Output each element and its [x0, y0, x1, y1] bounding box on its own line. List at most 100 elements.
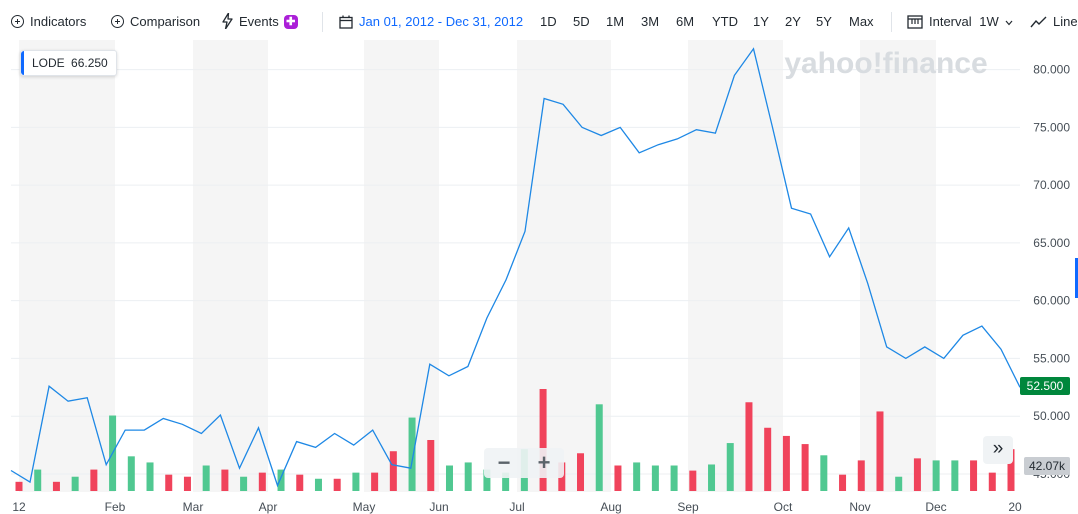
- period-ytd[interactable]: YTD: [712, 14, 738, 29]
- month-band: [688, 40, 783, 492]
- period-3m[interactable]: 3M: [641, 14, 660, 29]
- volume-bar: [333, 478, 341, 491]
- volume-bar: [988, 472, 996, 491]
- volume-bar: [221, 469, 229, 491]
- volume-bar: [670, 465, 678, 491]
- period-1d[interactable]: 1D: [540, 14, 557, 29]
- x-tick-label: May: [353, 500, 376, 514]
- x-axis: 12 Feb Mar Apr May Jun Jul Aug Sep Oct Nov Dec 20: [12, 500, 1022, 514]
- volume-bar: [258, 472, 266, 491]
- interval-label: Interval: [929, 14, 972, 29]
- date-range-label: Jan 01, 2012 - Dec 31, 2012: [359, 14, 524, 29]
- y-tick-label: 55.000: [1033, 351, 1070, 365]
- volume-bar: [146, 462, 154, 491]
- x-tick-label: Jun: [429, 500, 448, 514]
- volume-bar: [34, 469, 42, 491]
- x-tick-label: Feb: [105, 500, 126, 514]
- volume-bar: [782, 435, 790, 491]
- volume-bar: [970, 460, 978, 491]
- period-1m[interactable]: 1M: [606, 14, 625, 29]
- scroll-handle[interactable]: [1075, 258, 1078, 298]
- volume-bar: [371, 472, 379, 491]
- volume-bar: [408, 417, 416, 491]
- indicators-label: Indicators: [30, 14, 87, 29]
- zoom-out-button[interactable]: −: [497, 450, 511, 475]
- month-band: [364, 40, 439, 492]
- volume-bar: [801, 444, 809, 491]
- period-1y[interactable]: 1Y: [753, 14, 769, 29]
- volume-bar: [352, 472, 360, 491]
- x-tick-label: Nov: [849, 500, 870, 514]
- y-tick-label: 75.000: [1033, 120, 1070, 134]
- period-5y[interactable]: 5Y: [816, 14, 832, 29]
- interval-value: 1W: [979, 14, 999, 29]
- x-tick-label: Jul: [509, 500, 524, 514]
- volume-bar: [764, 427, 772, 491]
- volume-bar: [708, 464, 716, 491]
- events-button[interactable]: Events ✚: [222, 13, 298, 31]
- volume-bar: [857, 460, 865, 491]
- y-tick-label: 50.000: [1033, 409, 1070, 423]
- volume-bar: [202, 465, 210, 491]
- period-5d[interactable]: 5D: [573, 14, 590, 29]
- volume-bar: [539, 389, 547, 491]
- volume-bar: [726, 443, 734, 491]
- x-tick-label: 20: [1008, 500, 1022, 514]
- volume-bar: [183, 476, 191, 491]
- y-tick-label: 70.000: [1033, 178, 1070, 192]
- volume-bar: [614, 465, 622, 491]
- add-circle-icon: [111, 15, 124, 28]
- chart-type-dropdown[interactable]: Line: [1030, 13, 1078, 31]
- volume-bar: [389, 451, 397, 491]
- volume-bar: [595, 404, 603, 491]
- chart-toolbar: Indicators Comparison Events ✚ Jan 01, 20…: [0, 0, 1078, 44]
- toolbar-divider: [891, 12, 892, 32]
- x-tick-label: Dec: [925, 500, 946, 514]
- volume-bar: [52, 481, 60, 491]
- interval-dropdown[interactable]: Interval 1W: [907, 13, 1013, 31]
- period-6m[interactable]: 6M: [676, 14, 695, 29]
- period-max[interactable]: Max: [849, 14, 874, 29]
- volume-bar: [689, 470, 697, 491]
- volume-bar: [651, 465, 659, 491]
- volume-bar: [876, 411, 884, 491]
- volume-bar: [577, 453, 585, 491]
- add-circle-icon: [11, 15, 24, 28]
- x-tick-label: Sep: [677, 500, 699, 514]
- volume-bar: [932, 460, 940, 491]
- month-band: [860, 40, 936, 492]
- events-premium-badge: ✚: [283, 15, 298, 29]
- line-chart-icon: [1030, 16, 1047, 28]
- volume-bar: [314, 478, 322, 491]
- volume-bar: [633, 462, 641, 491]
- volume-bar: [427, 440, 435, 491]
- comparison-button[interactable]: Comparison: [111, 13, 200, 31]
- volume-bar: [820, 455, 828, 491]
- volume-bar: [127, 456, 135, 491]
- volume-bar: [913, 458, 921, 491]
- date-range-button[interactable]: Jan 01, 2012 - Dec 31, 2012: [339, 13, 523, 31]
- volume-bar: [90, 469, 98, 491]
- volume-bar: [445, 465, 453, 491]
- x-tick-label: Apr: [259, 500, 278, 514]
- symbol-legend[interactable]: LODE 66.250: [20, 50, 117, 76]
- expand-icon[interactable]: »: [983, 436, 1013, 464]
- price-line: [10, 47, 1021, 488]
- events-label: Events: [239, 14, 279, 29]
- y-tick-label: 80.000: [1033, 63, 1070, 77]
- volume-bar: [165, 474, 173, 491]
- volume-bar: [483, 469, 491, 491]
- volume-bar: [464, 462, 472, 491]
- zoom-controls: − +: [484, 448, 564, 478]
- indicators-button[interactable]: Indicators: [11, 13, 86, 31]
- period-2y[interactable]: 2Y: [785, 14, 801, 29]
- legend-symbol: LODE: [32, 56, 65, 70]
- y-tick-label: 60.000: [1033, 294, 1070, 308]
- zoom-in-button[interactable]: +: [537, 450, 551, 475]
- y-tick-label: 65.000: [1033, 236, 1070, 250]
- x-tick-label: Mar: [183, 500, 204, 514]
- volume-bar: [839, 474, 847, 491]
- legend-value: 66.250: [71, 56, 108, 70]
- month-bands: [19, 40, 936, 492]
